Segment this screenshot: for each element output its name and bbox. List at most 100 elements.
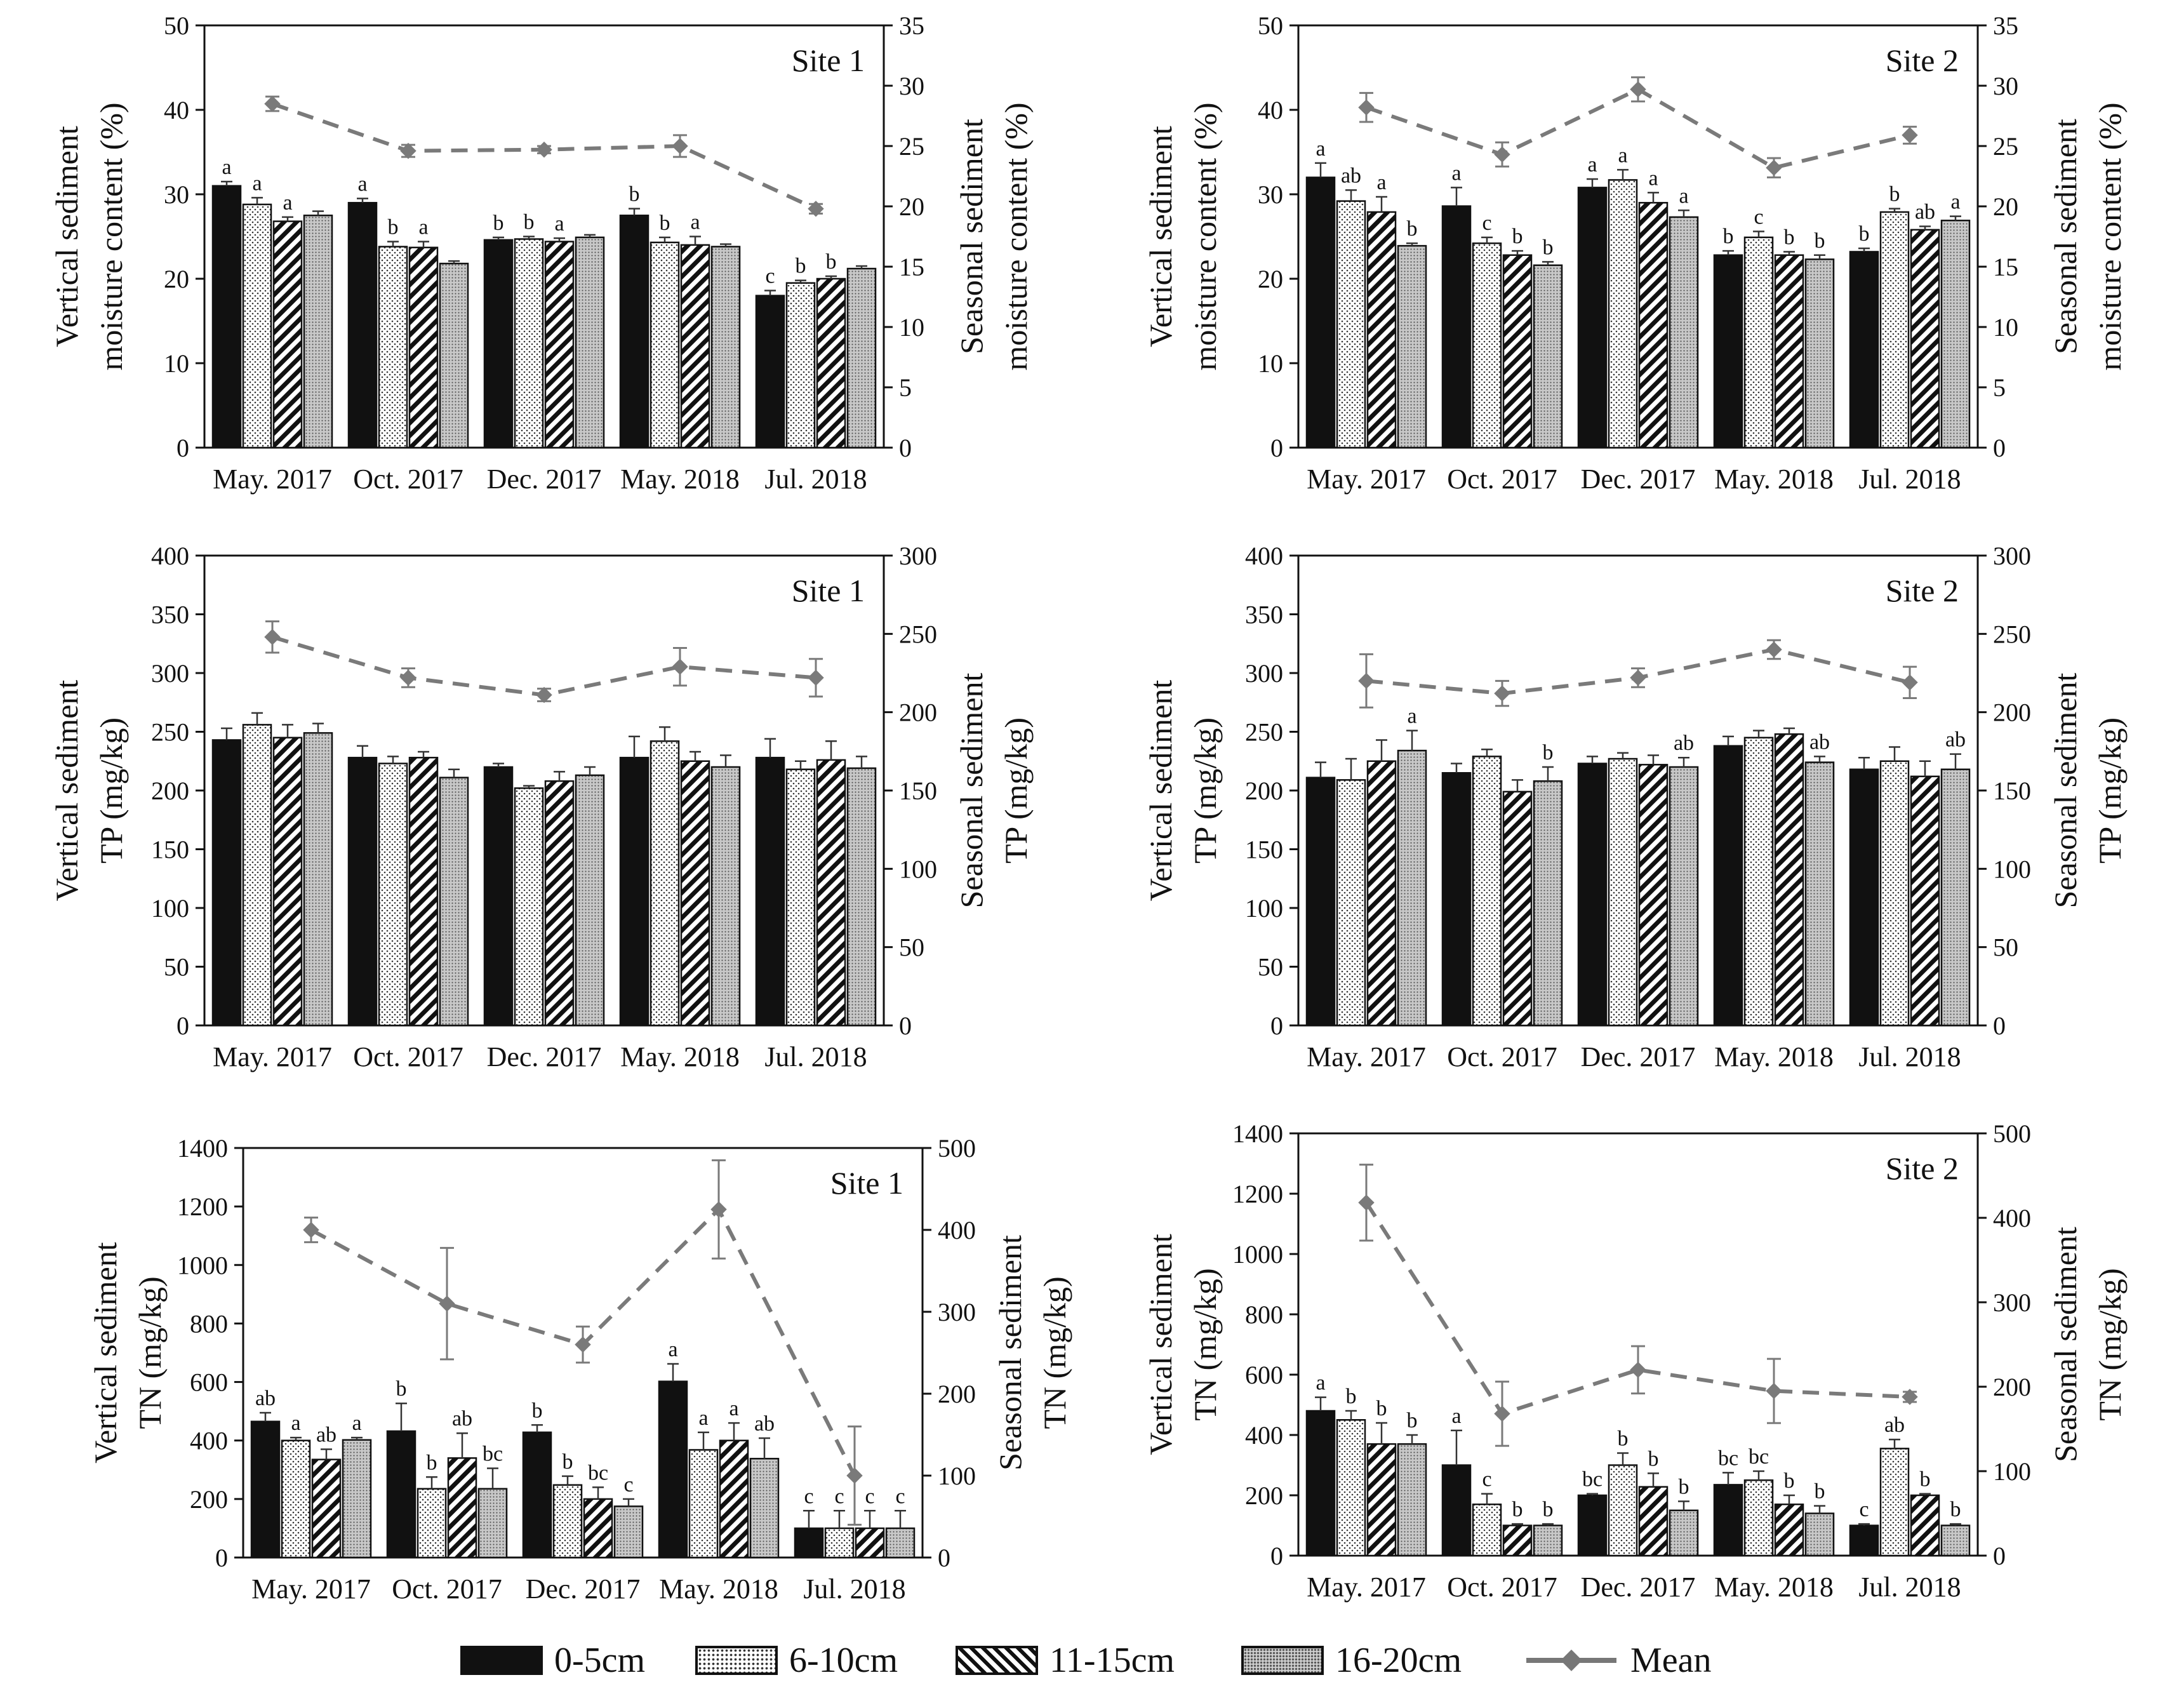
legend-item-11-15cm: 11-15cm [956,1629,1175,1692]
y2-tick-label: 0 [1993,1542,2006,1570]
significance-letter: a [698,1406,708,1430]
bar [1910,229,1940,449]
bar [544,780,575,1027]
y-tick-label: 20 [164,265,189,293]
significance-letter: b [796,255,806,278]
x-tick-label: Dec. 2017 [1581,464,1696,495]
bar [544,241,575,449]
bar [1533,1525,1563,1557]
significance-letter: a [690,211,700,234]
significance-letter: bc [1582,1468,1602,1491]
significance-letter: a [352,1411,361,1435]
y-tick-label: 100 [151,894,189,923]
mean-point [400,669,416,686]
legend-swatch-dot [695,1646,778,1675]
bar [719,1439,749,1559]
bar [242,724,272,1027]
y-tick-label: 250 [151,718,189,747]
y-tick-label: 1400 [177,1134,228,1163]
mean-point [1358,672,1375,690]
y2-tick-label: 0 [1993,1011,2006,1040]
bar [1774,254,1804,449]
legend-label: 16-20cm [1335,1641,1462,1680]
y2-tick-label: 50 [899,933,924,962]
bar [650,241,680,449]
x-tick-label: Oct. 2017 [353,1041,463,1072]
significance-letter: bc [483,1442,503,1465]
chart-moisture-site2: 0 10 20 30 40 50 0 5 10 15 20 25 30 35 May. 2017 Oct. 2… [1143,11,2128,495]
bar [303,215,333,449]
y-tick-label: 150 [151,836,189,864]
bar [1713,1484,1743,1557]
bar [1502,791,1533,1027]
bar [1305,1410,1336,1557]
y2-tick-label: 300 [1993,542,2031,570]
bar [846,267,877,449]
bar [1849,1525,1879,1557]
plot-frame [1297,1132,1979,1557]
bar [1336,200,1366,449]
bar [650,740,680,1027]
significance-letter: a [291,1411,300,1435]
bar [855,1527,885,1559]
bar [785,282,816,449]
bar [749,1458,780,1559]
y2-tick-label: 250 [899,620,937,648]
y-tick-label: 0 [1270,1011,1283,1040]
significance-letter: ab [1674,731,1694,755]
plot-frame [242,1147,924,1559]
x-tick-label: Dec. 2017 [487,464,602,495]
x-tick-label: May. 2018 [1714,1571,1834,1603]
significance-letter: c [834,1484,844,1508]
y-axis-label: TN (mg/kg) [132,1276,168,1429]
significance-letter: b [1543,236,1554,259]
y-tick-label: 50 [1258,953,1283,982]
y2-tick-label: 200 [899,698,937,727]
x-tick-label: May. 2017 [251,1573,371,1605]
bar [755,756,785,1027]
y-tick-label: 30 [164,180,189,209]
bar [816,759,846,1027]
x-tick-label: May. 2018 [620,1041,740,1072]
y2-tick-label: 400 [1993,1204,2031,1232]
bar [1849,251,1879,449]
y2-tick-label: 5 [899,373,912,402]
mean-point [808,669,824,686]
chart-tp-site2: 0 50 100 150 200 250 300 350 400 0 50 100 150 200 250 3… [1143,542,2128,1072]
bar [794,1527,824,1559]
bar [710,766,741,1027]
chart-title: Site 1 [792,43,865,78]
significance-letter: b [1407,217,1418,241]
bar [1669,766,1699,1027]
y-tick-label: 800 [1245,1300,1283,1329]
bar [1577,763,1608,1027]
significance-letter: bc [1718,1446,1738,1470]
chart-title: Site 2 [1886,1151,1959,1186]
bar [1336,779,1366,1027]
bar [514,787,544,1027]
y-tick-label: 40 [1258,96,1283,124]
significance-letter: b [1950,1498,1961,1521]
bar [1366,1443,1397,1557]
significance-letter: c [1482,1468,1491,1491]
y-tick-label: 50 [164,11,189,40]
bar [1305,777,1336,1027]
y2-tick-label: 30 [1993,72,2018,100]
significance-letter: b [1543,741,1554,764]
significance-letter: a [668,1338,677,1361]
y2-tick-label: 100 [938,1462,976,1490]
significance-letter: b [1679,1476,1689,1499]
significance-letter: b [524,211,535,234]
y2-axis-label: TN (mg/kg) [1037,1276,1072,1429]
y-tick-label: 400 [151,542,189,570]
x-tick-label: Dec. 2017 [526,1573,641,1605]
y2-tick-label: 300 [938,1298,976,1326]
bar [1940,768,1971,1027]
y-tick-label: 400 [190,1427,228,1455]
mean-point [439,1295,455,1312]
bar [272,737,303,1027]
bar [619,215,650,449]
significance-letter: b [1889,183,1900,206]
significance-letter: a [1679,184,1688,208]
significance-letter: a [1587,153,1597,177]
